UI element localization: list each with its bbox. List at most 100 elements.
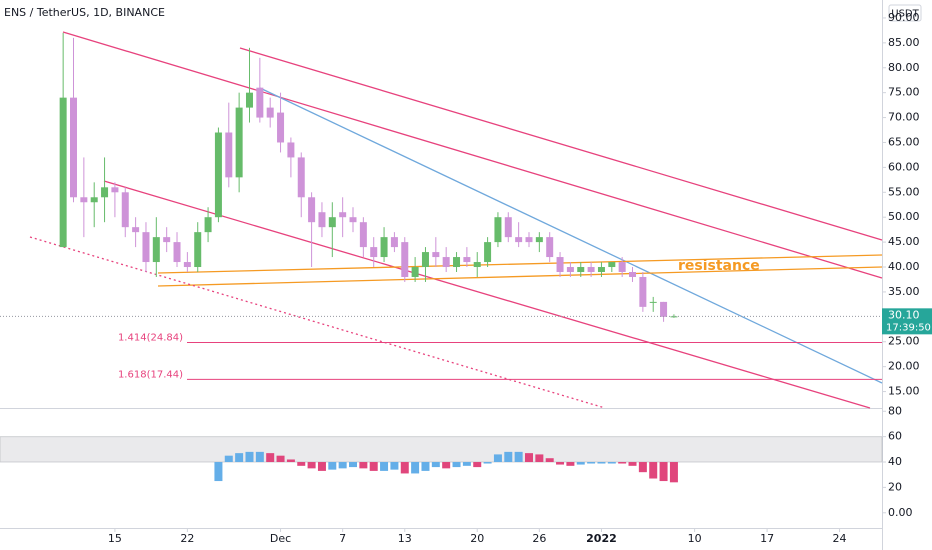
indicator-bar bbox=[400, 462, 409, 474]
indicator-bar bbox=[328, 462, 337, 470]
y-tick-label: 80.00 bbox=[888, 61, 920, 74]
x-tick-label: 22 bbox=[180, 532, 194, 545]
indicator-bar bbox=[566, 462, 575, 466]
indicator-bar bbox=[638, 462, 647, 473]
candle-body bbox=[70, 97, 77, 198]
y-tick-label: 45.00 bbox=[888, 235, 920, 248]
y-tick-label: 85.00 bbox=[888, 36, 920, 49]
candle-body bbox=[639, 276, 647, 307]
last-price-label: 30.10 bbox=[888, 308, 920, 321]
y-tick-label: 60 bbox=[888, 430, 902, 443]
candle-body bbox=[308, 197, 316, 223]
candle-body bbox=[204, 217, 212, 233]
candle-body bbox=[587, 267, 595, 272]
y-tick-label: 40.00 bbox=[888, 260, 920, 273]
indicator-bar bbox=[224, 455, 233, 463]
annotation: resistance bbox=[678, 258, 760, 274]
trend-line bbox=[62, 31, 883, 279]
channel-line bbox=[157, 266, 883, 287]
candle-body bbox=[597, 267, 605, 272]
candle-body bbox=[577, 267, 585, 272]
candle-body bbox=[556, 257, 564, 272]
candle-body bbox=[453, 257, 461, 268]
currency-box[interactable] bbox=[888, 4, 922, 22]
drawings bbox=[29, 31, 883, 409]
candle-body bbox=[152, 237, 160, 263]
y-tick-label: 65.00 bbox=[888, 135, 920, 148]
candle-body bbox=[297, 157, 305, 198]
y-tick-label: 20.00 bbox=[888, 360, 920, 373]
fib-label: 1.414(24.84) bbox=[118, 333, 183, 344]
indicator-bar bbox=[649, 462, 658, 479]
currency[interactable]: USDT bbox=[891, 9, 919, 20]
candle-body bbox=[660, 301, 668, 317]
candle-body bbox=[328, 217, 336, 228]
candle-body bbox=[266, 107, 274, 118]
candle-body bbox=[484, 242, 492, 263]
candle-body bbox=[494, 217, 502, 243]
candle-body bbox=[380, 237, 388, 258]
candle-body bbox=[670, 316, 678, 318]
indicator-bar bbox=[421, 462, 430, 471]
indicator-bar bbox=[307, 462, 316, 469]
x-tick-label: 24 bbox=[833, 532, 847, 545]
indicator-bar bbox=[411, 462, 420, 474]
indicator-bar bbox=[483, 462, 492, 464]
candle-body bbox=[183, 262, 191, 268]
candle-body bbox=[463, 257, 471, 263]
indicator-bar bbox=[390, 462, 399, 470]
chart-title: ENS / TetherUS, 1D, BINANCE bbox=[4, 6, 165, 19]
x-tick-label: Dec bbox=[270, 532, 291, 545]
indicator-bar bbox=[473, 462, 482, 468]
y-tick-label: 50.00 bbox=[888, 210, 920, 223]
candle-body bbox=[101, 187, 109, 198]
indicator-bar bbox=[338, 462, 347, 469]
candle-body bbox=[442, 257, 450, 268]
x-tick-label: 26 bbox=[532, 532, 546, 545]
indicator-bar bbox=[618, 462, 627, 464]
indicator-bar bbox=[524, 453, 533, 463]
indicator-bar bbox=[556, 462, 565, 465]
channel-line bbox=[157, 254, 883, 274]
candle-body bbox=[245, 92, 253, 108]
indicator-bar bbox=[317, 462, 326, 471]
candle-body bbox=[649, 301, 657, 303]
candle-body bbox=[535, 237, 543, 243]
indicator-bar bbox=[514, 451, 523, 463]
y-tick-label: 15.00 bbox=[888, 385, 920, 398]
x-tick-label: 2022 bbox=[586, 532, 617, 545]
indicator-bar bbox=[607, 462, 616, 464]
trend-line bbox=[103, 180, 871, 409]
candle-body bbox=[401, 242, 409, 277]
y-tick-label: 80 bbox=[888, 404, 902, 417]
indicator-bar bbox=[431, 462, 440, 468]
y-tick-label: 35.00 bbox=[888, 285, 920, 298]
candle-body bbox=[194, 232, 202, 268]
candle-body bbox=[90, 197, 98, 203]
indicator-bar bbox=[628, 462, 637, 466]
indicator-bar bbox=[297, 462, 306, 466]
candle-body bbox=[132, 227, 140, 233]
fib-label: 1.618(17.44) bbox=[118, 369, 183, 380]
candle-body bbox=[59, 97, 67, 248]
candle-body bbox=[629, 272, 637, 277]
trend-line bbox=[239, 47, 883, 241]
candle-body bbox=[370, 247, 378, 258]
x-tick-label: 10 bbox=[688, 532, 702, 545]
candle-body bbox=[566, 267, 574, 272]
candle-body bbox=[546, 237, 554, 258]
candle-body bbox=[473, 262, 481, 268]
candle-body bbox=[515, 237, 523, 243]
y-tick-label: 0.00 bbox=[888, 506, 913, 519]
indicator-bar bbox=[452, 462, 461, 468]
candle-body bbox=[504, 217, 512, 238]
candle-body bbox=[339, 212, 347, 218]
indicator-bar bbox=[462, 462, 471, 466]
indicator-bar bbox=[504, 451, 513, 463]
indicator-bar bbox=[349, 462, 358, 468]
candle-body bbox=[111, 187, 119, 193]
indicator-bar bbox=[286, 459, 295, 463]
indicator-bar bbox=[669, 462, 678, 483]
candle-body bbox=[525, 237, 533, 243]
